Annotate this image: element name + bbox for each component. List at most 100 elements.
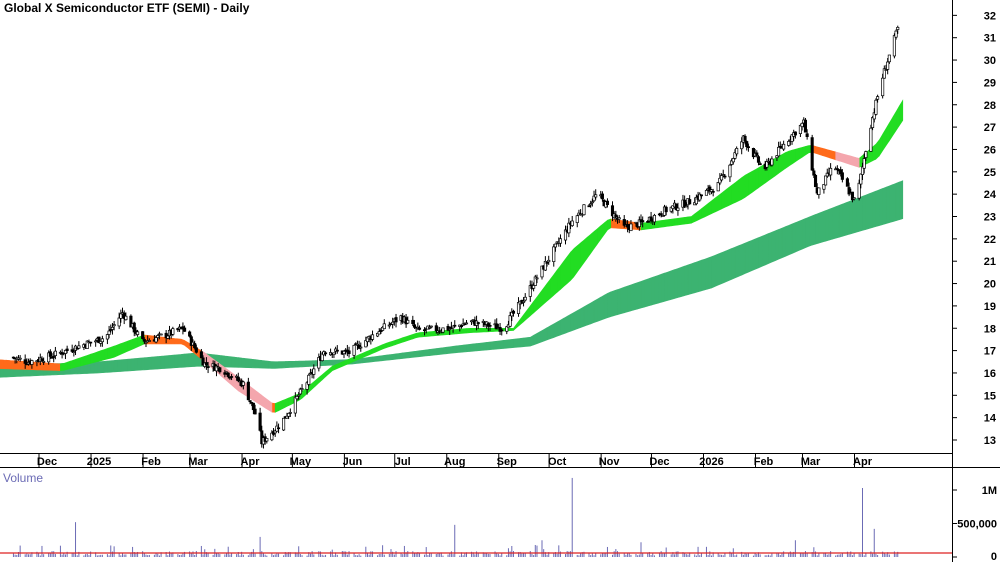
price-candle [253, 404, 257, 415]
y-tick-label: 32 [984, 10, 996, 22]
price-candle [226, 372, 230, 379]
price-candle [810, 134, 814, 171]
price-candle [511, 309, 516, 317]
price-candle [201, 355, 205, 366]
volume-tick-label: 1M [982, 485, 997, 497]
price-candle [845, 177, 849, 187]
price-candle [822, 184, 826, 194]
price-candle [241, 380, 245, 390]
price-candle [708, 184, 712, 196]
price-candle [872, 108, 876, 123]
price-candle [441, 327, 445, 334]
price-candle [89, 341, 93, 347]
y-tick-label: 14 [984, 413, 997, 425]
y-tick-label: 20 [984, 279, 996, 291]
price-candle [323, 351, 328, 357]
price-candle [852, 197, 856, 201]
price-candle [864, 150, 868, 161]
price-candle [755, 150, 759, 158]
price-candle [270, 430, 274, 442]
volume-tick-label: 500,000 [957, 519, 997, 531]
chart-title: Global X Semiconductor ETF (SEMI) - Dail… [4, 1, 250, 15]
price-candle [505, 325, 509, 335]
volume-tick-label: 0 [991, 551, 997, 562]
price-candle [728, 163, 732, 182]
price-candle [756, 155, 761, 166]
price-candle [312, 364, 316, 379]
price-candle [871, 116, 875, 131]
x-tick-label: 2026 [699, 456, 723, 468]
price-candle [359, 342, 363, 352]
y-tick-label: 15 [984, 390, 996, 402]
price-candle [317, 353, 321, 372]
price-candle [840, 169, 844, 183]
y-tick-label: 17 [984, 346, 996, 358]
price-candle [610, 201, 615, 222]
price-candle [817, 187, 821, 199]
price-candle [159, 333, 163, 336]
price-candle [142, 337, 146, 345]
long-term-ma-band [0, 180, 904, 378]
x-tick-label: Jun [343, 456, 363, 468]
x-tick-label: Mar [801, 456, 821, 468]
y-tick-label: 25 [984, 167, 996, 179]
price-candle [65, 345, 69, 354]
price-candle [199, 348, 203, 359]
price-candle [857, 179, 861, 201]
y-tick-label: 19 [984, 301, 996, 313]
price-candle [347, 346, 351, 358]
y-tick-label: 16 [984, 368, 996, 380]
price-candle [659, 211, 663, 218]
price-candle [248, 400, 252, 405]
y-tick-label: 28 [984, 100, 996, 112]
price-candle [720, 173, 724, 182]
price-candle [803, 117, 808, 133]
x-tick-label: Aug [444, 456, 465, 468]
price-candle [793, 131, 797, 139]
price-candle [824, 175, 828, 186]
price-candle [894, 29, 898, 40]
price-candle [77, 341, 81, 350]
price-candle [412, 320, 417, 329]
x-tick-label: May [290, 456, 312, 468]
y-tick-label: 18 [984, 323, 996, 335]
price-candle [246, 377, 250, 401]
price-candle [112, 320, 116, 331]
x-tick-label: Sep [497, 456, 517, 468]
price-candle [453, 320, 457, 328]
price-candle [85, 340, 89, 349]
price-candle [258, 407, 262, 432]
price-candle [522, 297, 526, 307]
price-candle [829, 163, 833, 181]
price-candle [600, 191, 604, 202]
price-candle [723, 173, 727, 179]
price-candle [194, 344, 198, 354]
price-candle [553, 243, 557, 252]
price-candle [476, 321, 480, 329]
price-candle [265, 437, 269, 444]
price-candle [590, 198, 594, 207]
price-candle [18, 355, 22, 362]
y-tick-label: 29 [984, 77, 996, 89]
price-candle [459, 324, 464, 329]
price-candle [42, 357, 46, 365]
x-tick-label: Feb [754, 456, 774, 468]
price-candle [731, 157, 735, 165]
price-candle [335, 345, 339, 354]
ma-band-segment [60, 99, 904, 413]
price-candle [664, 205, 668, 216]
price-candle [320, 351, 324, 362]
price-candle [540, 265, 544, 280]
price-candle [53, 346, 57, 360]
price-candle [881, 73, 885, 99]
price-candle [144, 341, 148, 348]
price-candle [406, 316, 410, 324]
price-candle [107, 325, 111, 339]
x-tick-label: Mar [188, 456, 208, 468]
y-tick-label: 24 [984, 189, 997, 201]
volume-panel-label: Volume [3, 471, 43, 485]
price-candle [770, 156, 774, 167]
price-candle [869, 124, 873, 152]
y-tick-label: 26 [984, 144, 996, 156]
